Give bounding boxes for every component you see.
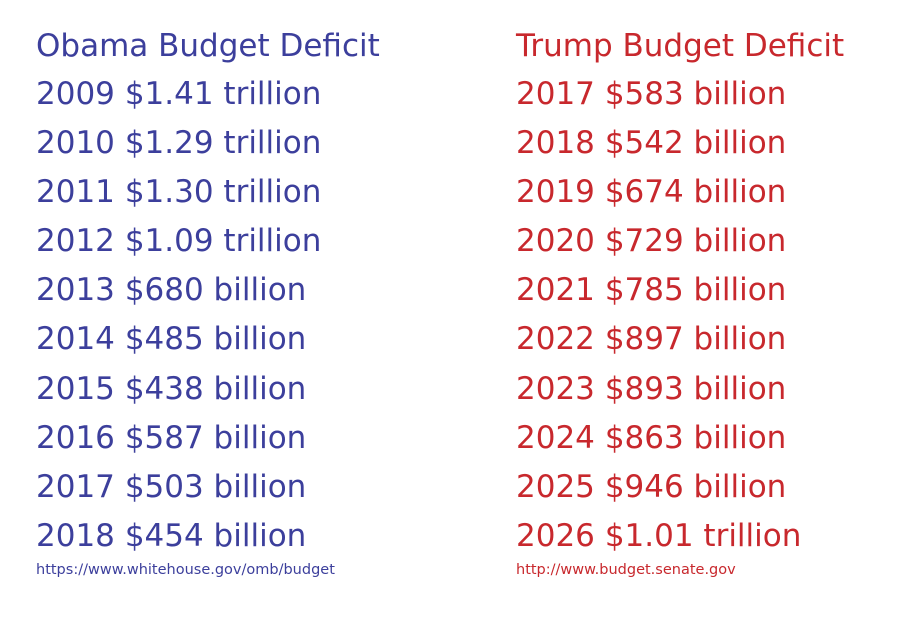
trump-year: 2021	[516, 272, 595, 309]
obama-row-1: 2010 $1.29 trillion	[36, 123, 380, 172]
trump-row-7: 2024 $863 billion	[516, 418, 844, 467]
obama-amount: $1.41 trillion	[124, 76, 322, 112]
trump-year: 2024	[516, 419, 595, 456]
trump-row-2: 2019 $674 billion	[516, 172, 844, 221]
obama-year: 2018	[36, 517, 115, 554]
trump-year: 2023	[516, 370, 595, 407]
trump-year: 2018	[516, 125, 595, 162]
obama-amount: $438 billion	[124, 370, 307, 407]
obama-deficit-list: 2009 $1.41 trillion 2010 $1.29 trillion 20…	[36, 74, 380, 565]
trump-row-6: 2023 $893 billion	[516, 369, 844, 418]
trump-amount: $863 billion	[604, 419, 787, 456]
obama-deficit-column: Obama Budget Deficit 2009 $1.41 trillion …	[36, 26, 380, 565]
trump-amount: $897 billion	[604, 321, 787, 358]
obama-row-6: 2015 $438 billion	[36, 369, 380, 418]
trump-year: 2022	[516, 321, 595, 358]
obama-row-2: 2011 $1.30 trillion	[36, 172, 380, 221]
trump-amount: $542 billion	[604, 125, 787, 162]
obama-amount: $485 billion	[124, 321, 307, 358]
trump-year: 2026	[516, 517, 595, 554]
trump-amount: $1.01 trillion	[604, 517, 802, 554]
obama-row-0: 2009 $1.41 trillion	[36, 74, 380, 123]
obama-amount: $503 billion	[124, 468, 307, 505]
obama-year: 2010	[36, 125, 115, 162]
obama-year: 2015	[36, 370, 115, 407]
obama-amount: $454 billion	[124, 517, 307, 554]
obama-row-9: 2018 $454 billion	[36, 516, 380, 565]
obama-row-4: 2013 $680 billion	[36, 270, 380, 319]
obama-year: 2016	[36, 419, 115, 456]
obama-year: 2011	[36, 174, 115, 211]
trump-row-4: 2021 $785 billion	[516, 270, 844, 319]
obama-year: 2012	[36, 223, 115, 260]
trump-year: 2017	[516, 76, 595, 112]
trump-row-1: 2018 $542 billion	[516, 123, 844, 172]
obama-amount: $587 billion	[124, 419, 307, 456]
trump-deficit-list: 2017 $583 billion 2018 $542 billion 2019 $6…	[516, 74, 844, 565]
obama-row-5: 2014 $485 billion	[36, 319, 380, 368]
obama-heading: Obama Budget Deficit	[36, 28, 380, 64]
obama-amount: $1.30 trillion	[124, 174, 322, 211]
obama-amount: $1.09 trillion	[124, 223, 322, 260]
trump-amount: $583 billion	[604, 76, 787, 112]
trump-row-9: 2026 $1.01 trillion	[516, 516, 844, 565]
obama-row-3: 2012 $1.09 trillion	[36, 221, 380, 270]
obama-row-8: 2017 $503 billion	[36, 467, 380, 516]
trump-year: 2019	[516, 174, 595, 211]
trump-row-5: 2022 $897 billion	[516, 319, 844, 368]
trump-deficit-column: Trump Budget Deficit 2017 $583 billion 20…	[516, 26, 844, 565]
trump-row-8: 2025 $946 billion	[516, 467, 844, 516]
trump-amount: $785 billion	[604, 272, 787, 309]
obama-amount: $1.29 trillion	[124, 125, 322, 162]
trump-heading: Trump Budget Deficit	[516, 28, 845, 64]
trump-source-url: http://www.budget.senate.gov	[516, 562, 736, 578]
trump-amount: $729 billion	[604, 223, 787, 260]
trump-amount: $893 billion	[604, 370, 787, 407]
trump-amount: $946 billion	[604, 468, 787, 505]
trump-amount: $674 billion	[604, 174, 787, 211]
obama-year: 2017	[36, 468, 115, 505]
obama-row-7: 2016 $587 billion	[36, 418, 380, 467]
obama-year: 2013	[36, 272, 115, 309]
trump-year: 2020	[516, 223, 595, 260]
trump-row-0: 2017 $583 billion	[516, 74, 844, 123]
trump-row-3: 2020 $729 billion	[516, 221, 844, 270]
trump-year: 2025	[516, 468, 595, 505]
obama-amount: $680 billion	[124, 272, 307, 309]
obama-year: 2009	[36, 76, 115, 112]
obama-year: 2014	[36, 321, 115, 358]
obama-source-url: https://www.whitehouse.gov/omb/budget	[36, 562, 335, 578]
